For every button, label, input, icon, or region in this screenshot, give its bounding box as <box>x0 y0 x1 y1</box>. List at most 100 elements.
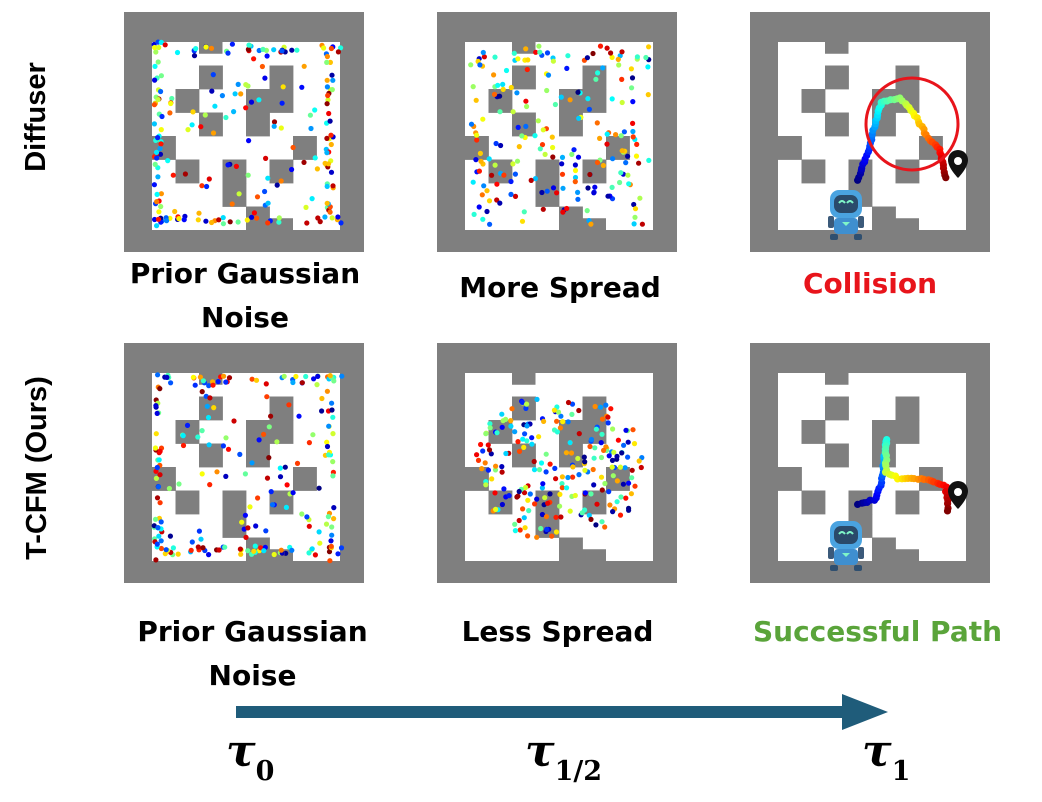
noise-point <box>319 395 325 402</box>
noise-point <box>301 159 307 165</box>
noise-point <box>153 557 159 563</box>
noise-point <box>616 62 622 68</box>
noise-point <box>277 465 283 471</box>
noise-point <box>151 102 157 108</box>
noise-point <box>154 199 160 205</box>
noise-point <box>328 132 334 138</box>
noise-point <box>576 407 582 414</box>
noise-point <box>328 543 334 549</box>
noise-point <box>197 374 203 380</box>
noise-point <box>153 149 160 155</box>
noise-point <box>576 472 582 478</box>
noise-point <box>152 44 158 51</box>
noise-point <box>170 172 176 178</box>
noise-point <box>550 185 557 191</box>
noise-point <box>473 157 479 163</box>
noise-point <box>514 158 521 164</box>
noise-point <box>283 504 289 510</box>
noise-point <box>483 431 489 437</box>
maze-wall-block <box>293 467 317 491</box>
noise-point <box>304 514 310 520</box>
noise-point <box>329 87 335 93</box>
noise-point <box>512 429 518 435</box>
noise-point <box>256 437 262 443</box>
noise-point <box>559 481 565 487</box>
noise-point <box>470 179 476 185</box>
noise-point <box>303 373 309 380</box>
noise-point <box>243 82 249 88</box>
noise-point <box>328 141 334 148</box>
noise-point <box>290 144 296 151</box>
noise-point <box>199 183 205 189</box>
noise-point <box>610 426 616 432</box>
noise-point <box>487 421 493 427</box>
noise-point <box>621 129 627 135</box>
noise-point <box>237 546 243 552</box>
noise-point <box>253 377 260 383</box>
noise-point <box>599 416 606 422</box>
noise-point <box>176 216 182 222</box>
noise-point <box>235 81 241 87</box>
noise-point <box>152 445 159 451</box>
noise-point <box>180 442 187 449</box>
maze-wall-block <box>872 420 896 444</box>
noise-point <box>629 85 635 91</box>
noise-point <box>515 56 521 62</box>
noise-point <box>246 138 252 144</box>
noise-point <box>243 105 249 111</box>
noise-point <box>493 463 499 469</box>
noise-point <box>483 482 489 488</box>
noise-point <box>225 162 231 168</box>
trajectory <box>854 436 952 515</box>
noise-point <box>155 525 161 531</box>
noise-point <box>219 93 225 99</box>
noise-point <box>329 532 335 538</box>
noise-point <box>278 125 284 131</box>
noise-point <box>265 175 271 181</box>
noise-point <box>266 455 272 461</box>
noise-point <box>605 414 611 420</box>
noise-points <box>151 372 345 564</box>
noise-point <box>158 191 164 197</box>
noise-point <box>639 221 645 227</box>
noise-point <box>289 166 295 173</box>
noise-point <box>477 150 483 156</box>
noise-point <box>480 116 486 122</box>
noise-point <box>555 409 562 415</box>
noise-point <box>558 94 564 100</box>
noise-point <box>271 47 277 53</box>
noise-point <box>220 221 226 227</box>
noise-point <box>522 525 528 531</box>
noise-point <box>565 474 571 481</box>
noise-point <box>529 435 535 441</box>
noise-point <box>619 49 625 55</box>
noise-point <box>588 491 594 497</box>
maze-wall-block <box>293 136 317 160</box>
noise-point <box>597 135 603 141</box>
noise-point <box>609 54 615 61</box>
noise-point <box>329 524 335 530</box>
noise-point <box>262 75 268 81</box>
noise-point <box>488 451 494 457</box>
noise-point <box>509 406 515 412</box>
noise-point <box>162 42 168 48</box>
noise-point <box>168 100 174 107</box>
maze-wall-block <box>895 549 919 561</box>
noise-point <box>168 380 174 386</box>
noise-point <box>501 172 507 178</box>
noise-point <box>590 50 596 57</box>
noise-point <box>607 502 613 508</box>
noise-point <box>245 172 251 178</box>
noise-point <box>190 374 196 380</box>
noise-point <box>209 219 215 226</box>
noise-point <box>551 407 557 413</box>
noise-point <box>277 474 284 480</box>
noise-point <box>204 183 210 190</box>
noise-point <box>646 44 652 50</box>
noise-point <box>512 193 519 199</box>
noise-point <box>312 107 318 113</box>
noise-point <box>500 81 506 87</box>
noise-point <box>312 155 318 161</box>
noise-point <box>474 452 480 458</box>
noise-point <box>540 206 546 212</box>
